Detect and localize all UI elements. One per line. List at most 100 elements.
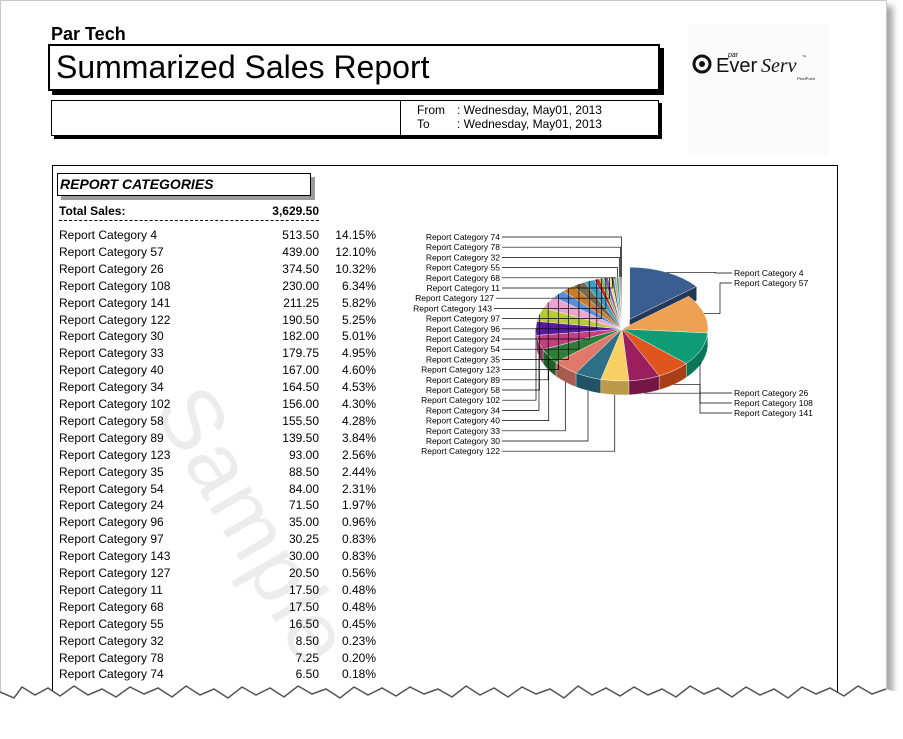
category-percent: 6.34% xyxy=(341,278,376,293)
category-row: Report Category 24 71.50 1.97% xyxy=(59,498,379,514)
svg-text:™: ™ xyxy=(802,54,806,59)
category-percent: 0.83% xyxy=(341,532,376,547)
category-amount: 84.00 xyxy=(288,481,319,496)
category-name: Report Category 143 xyxy=(59,549,171,564)
category-row: Report Category 123 93.00 2.56% xyxy=(59,448,379,464)
category-amount: 230.00 xyxy=(282,278,319,293)
pie-label: Report Category 96 xyxy=(426,324,500,334)
category-row: Report Category 30 182.00 5.01% xyxy=(59,329,379,345)
category-name: Report Category 141 xyxy=(59,295,171,310)
pie-leader-line xyxy=(502,277,613,289)
category-percent: 5.25% xyxy=(341,312,376,327)
category-row: Report Category 74 6.50 0.18% xyxy=(59,667,379,683)
category-row: Report Category 102 156.00 4.30% xyxy=(59,397,379,413)
from-row: From: Wednesday, May01, 2013 xyxy=(417,103,602,117)
category-name: Report Category 32 xyxy=(59,633,164,648)
pie-slice-side xyxy=(600,379,630,396)
pie-leader-line xyxy=(494,277,607,309)
category-amount: 513.50 xyxy=(282,228,319,242)
pie-label: Report Category 97 xyxy=(426,314,500,324)
pie-label: Report Category 89 xyxy=(426,375,500,385)
to-value: : Wednesday, May01, 2013 xyxy=(457,117,602,131)
category-percent: 0.20% xyxy=(341,650,376,665)
category-percent: 4.30% xyxy=(341,397,376,411)
svg-text:Ever: Ever xyxy=(716,55,757,77)
svg-text:Serv: Serv xyxy=(761,55,797,77)
category-row: Report Category 32 8.50 0.23% xyxy=(59,634,379,650)
category-row: Report Category 89 139.50 3.84% xyxy=(59,431,379,447)
pie-leader-line xyxy=(502,246,621,278)
pie-leader-line xyxy=(502,280,590,340)
category-percent: 5.82% xyxy=(341,295,376,310)
category-name: Report Category 97 xyxy=(59,532,164,547)
pie-leader-line xyxy=(502,236,622,278)
category-percent: 0.83% xyxy=(341,549,376,564)
pie-label: Report Category 11 xyxy=(426,283,500,293)
category-amount: 17.50 xyxy=(288,582,319,597)
category-percent: 4.60% xyxy=(341,363,376,378)
category-percent: 0.56% xyxy=(341,566,376,580)
category-name: Report Category 68 xyxy=(59,599,164,614)
report-title-box: Summarized Sales Report xyxy=(48,44,660,91)
pie-label: Report Category 78 xyxy=(426,242,500,252)
total-sales-value: 3,629.50 xyxy=(272,204,319,218)
pie-leader-line xyxy=(666,271,732,274)
svg-text:par: par xyxy=(727,52,739,59)
logo-box: par Ever Serv ™ PixelPoint xyxy=(688,24,829,155)
pie-label: Report Category 58 xyxy=(426,385,500,395)
pie-leader-line xyxy=(502,390,589,442)
pie-leader-line xyxy=(502,278,602,319)
category-name: Report Category 108 xyxy=(59,278,171,293)
category-amount: 139.50 xyxy=(282,430,319,445)
pie-leader-line xyxy=(502,328,537,401)
total-sales-label: Total Sales: xyxy=(59,204,126,218)
category-amount: 71.50 xyxy=(288,498,319,513)
pie-label: Report Category 74 xyxy=(426,232,500,242)
pie-label: Report Category 26 xyxy=(734,388,808,398)
date-divider xyxy=(400,101,401,135)
pie-leader-line xyxy=(502,267,618,278)
category-amount: 30.00 xyxy=(288,549,319,564)
category-percent: 0.45% xyxy=(341,616,376,631)
category-name: Report Category 54 xyxy=(59,481,164,496)
pie-leader-line xyxy=(502,356,540,411)
category-name: Report Category 24 xyxy=(59,498,164,513)
category-name: Report Category 55 xyxy=(59,616,164,631)
pie-label: Report Category 40 xyxy=(426,416,500,426)
pie-leader-line xyxy=(502,394,616,452)
category-row: Report Category 33 179.75 4.95% xyxy=(59,346,379,362)
category-name: Report Category 33 xyxy=(59,346,164,361)
category-percent: 0.48% xyxy=(341,599,376,614)
to-label: To xyxy=(417,117,430,131)
category-row: Report Category 96 35.00 0.96% xyxy=(59,515,379,531)
pie-leader-line xyxy=(502,288,569,360)
category-name: Report Category 35 xyxy=(59,464,164,479)
pie-label: Report Category 143 xyxy=(413,303,492,313)
category-percent: 0.18% xyxy=(341,667,376,682)
category-percent: 0.48% xyxy=(341,582,376,597)
category-row: Report Category 4 513.50 14.15% xyxy=(59,228,379,244)
pie-slice xyxy=(620,276,623,330)
category-row: Report Category 11 17.50 0.48% xyxy=(59,583,379,599)
category-name: Report Category 122 xyxy=(59,312,171,327)
company-name: Par Tech xyxy=(51,24,126,44)
category-name: Report Category 30 xyxy=(59,329,164,344)
category-amount: 93.00 xyxy=(288,447,319,462)
category-row: Report Category 26 374.50 10.32% xyxy=(59,262,379,278)
category-row: Report Category 122 190.50 5.25% xyxy=(59,313,379,329)
svg-text:PixelPoint: PixelPoint xyxy=(797,76,816,81)
pie-leader-line xyxy=(644,392,732,414)
section-heading-box: REPORT CATEGORIES xyxy=(57,173,311,196)
category-name: Report Category 89 xyxy=(59,430,164,445)
category-row: Report Category 55 16.50 0.45% xyxy=(59,617,379,633)
pie-label: Report Category 4 xyxy=(734,268,804,278)
from-label: From xyxy=(417,103,445,117)
category-row: Report Category 58 155.50 4.28% xyxy=(59,414,379,430)
category-row: Report Category 97 30.25 0.83% xyxy=(59,532,379,548)
category-row: Report Category 68 17.50 0.48% xyxy=(59,600,379,616)
category-name: Report Category 4 xyxy=(59,228,158,242)
category-amount: 17.50 xyxy=(288,599,319,614)
pie-top xyxy=(535,267,709,382)
category-percent: 4.53% xyxy=(341,380,376,395)
